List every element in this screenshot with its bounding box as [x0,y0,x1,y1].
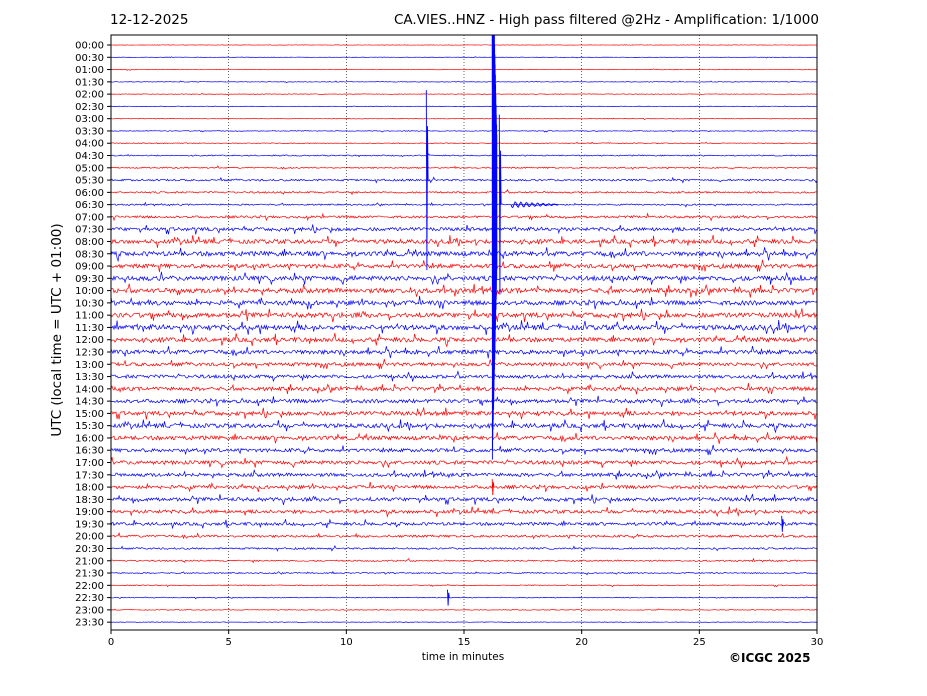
copyright-label: ©ICGC 2025 [729,651,811,665]
event-signal [510,201,559,209]
trace-row [110,506,818,518]
x-tick-label: 20 [575,637,588,648]
x-axis-label: time in minutes [421,651,505,663]
y-tick-label: 16:30 [75,446,104,457]
y-tick-label: 02:30 [75,102,104,113]
y-tick-label: 10:30 [75,298,104,309]
y-tick-label: 11:30 [75,323,104,334]
y-tick-label: 03:00 [75,114,104,125]
y-tick-label: 21:00 [75,556,104,567]
trace-layer [110,34,818,623]
y-tick-label: 18:30 [75,495,104,506]
trace-row [110,283,818,298]
y-tick-label: 22:00 [75,581,104,592]
y-tick-label: 09:30 [75,274,104,285]
x-tick-label: 15 [458,637,471,648]
y-tick-label: 03:30 [75,126,104,137]
trace-row [110,68,818,71]
trace-row [110,224,818,235]
y-tick-label: 12:30 [75,348,104,359]
y-tick-label: 18:00 [75,483,104,494]
y-tick-label: 08:30 [75,249,104,260]
event-signal [491,34,498,460]
trace-row [110,493,818,505]
trace-row [110,201,818,208]
trace-row [110,481,818,493]
y-tick-label: 14:30 [75,397,104,408]
event-signal [491,479,495,496]
y-tick-label: 05:30 [75,176,104,187]
event-signal [447,589,450,606]
x-axis-ticks: 0 5 10 15 20 25 30 [108,630,824,648]
trace-row [110,105,818,108]
trace-row [110,608,818,612]
trace-row [110,212,818,222]
y-tick-label: 17:00 [75,458,104,469]
y-tick-label: 05:00 [75,163,104,174]
y-tick-label: 08:00 [75,237,104,248]
chart-title: CA.VIES..HNZ - High pass filtered @2Hz -… [394,12,819,28]
y-tick-label: 13:30 [75,372,104,383]
x-tick-label: 0 [108,637,114,648]
y-tick-label: 15:00 [75,409,104,420]
y-tick-label: 11:00 [75,311,104,322]
y-tick-label: 22:30 [75,593,104,604]
x-tick-label: 10 [340,637,353,648]
trace-row [110,189,818,196]
y-tick-label: 19:00 [75,507,104,518]
y-tick-label: 16:00 [75,433,104,444]
y-tick-label: 07:30 [75,225,104,236]
y-tick-label: 09:00 [75,262,104,273]
date-label: 12-12-2025 [110,12,189,28]
y-tick-label: 02:00 [75,90,104,101]
x-tick-label: 5 [225,637,231,648]
y-tick-label: 07:00 [75,212,104,223]
trace-row [110,469,818,480]
y-tick-label: 20:00 [75,532,104,543]
x-tick-label: 30 [811,637,824,648]
y-tick-label: 12:00 [75,335,104,346]
trace-row [110,358,818,370]
trace-row [110,419,818,434]
y-tick-label: 13:00 [75,360,104,371]
y-axis-label: UTC (local time = UTC + 01:00) [49,223,65,437]
event-signal [498,114,502,295]
trace-row [110,455,818,469]
trace-row [110,518,818,530]
y-tick-label: 04:00 [75,139,104,150]
event-signal [781,515,784,532]
trace-row [110,56,818,59]
y-tick-label: 14:00 [75,384,104,395]
y-tick-label: 10:00 [75,286,104,297]
trace-row [110,596,818,600]
y-tick-label: 20:30 [75,544,104,555]
y-tick-label: 00:30 [75,53,104,64]
y-tick-label: 04:30 [75,151,104,162]
trace-row [110,295,818,310]
plot-frame [110,34,818,631]
y-tick-label: 17:30 [75,470,104,481]
y-tick-label: 06:00 [75,188,104,199]
y-tick-label: 01:30 [75,77,104,88]
x-tick-label: 25 [693,637,706,648]
trace-row [110,93,818,95]
trace-row [110,432,818,445]
y-tick-label: 06:30 [75,200,104,211]
y-tick-label: 01:00 [75,65,104,76]
y-tick-label: 00:00 [75,41,104,52]
grid-layer [228,35,700,630]
y-tick-label: 21:30 [75,569,104,580]
trace-row [110,118,818,120]
trace-row [110,621,818,623]
y-tick-label: 23:30 [75,618,104,629]
trace-row [110,80,818,84]
y-tick-label: 23:00 [75,605,104,616]
y-tick-label: 19:30 [75,519,104,530]
trace-row [110,584,818,588]
trace-row [110,247,818,263]
event-signal [425,90,429,271]
y-tick-label: 15:30 [75,421,104,432]
